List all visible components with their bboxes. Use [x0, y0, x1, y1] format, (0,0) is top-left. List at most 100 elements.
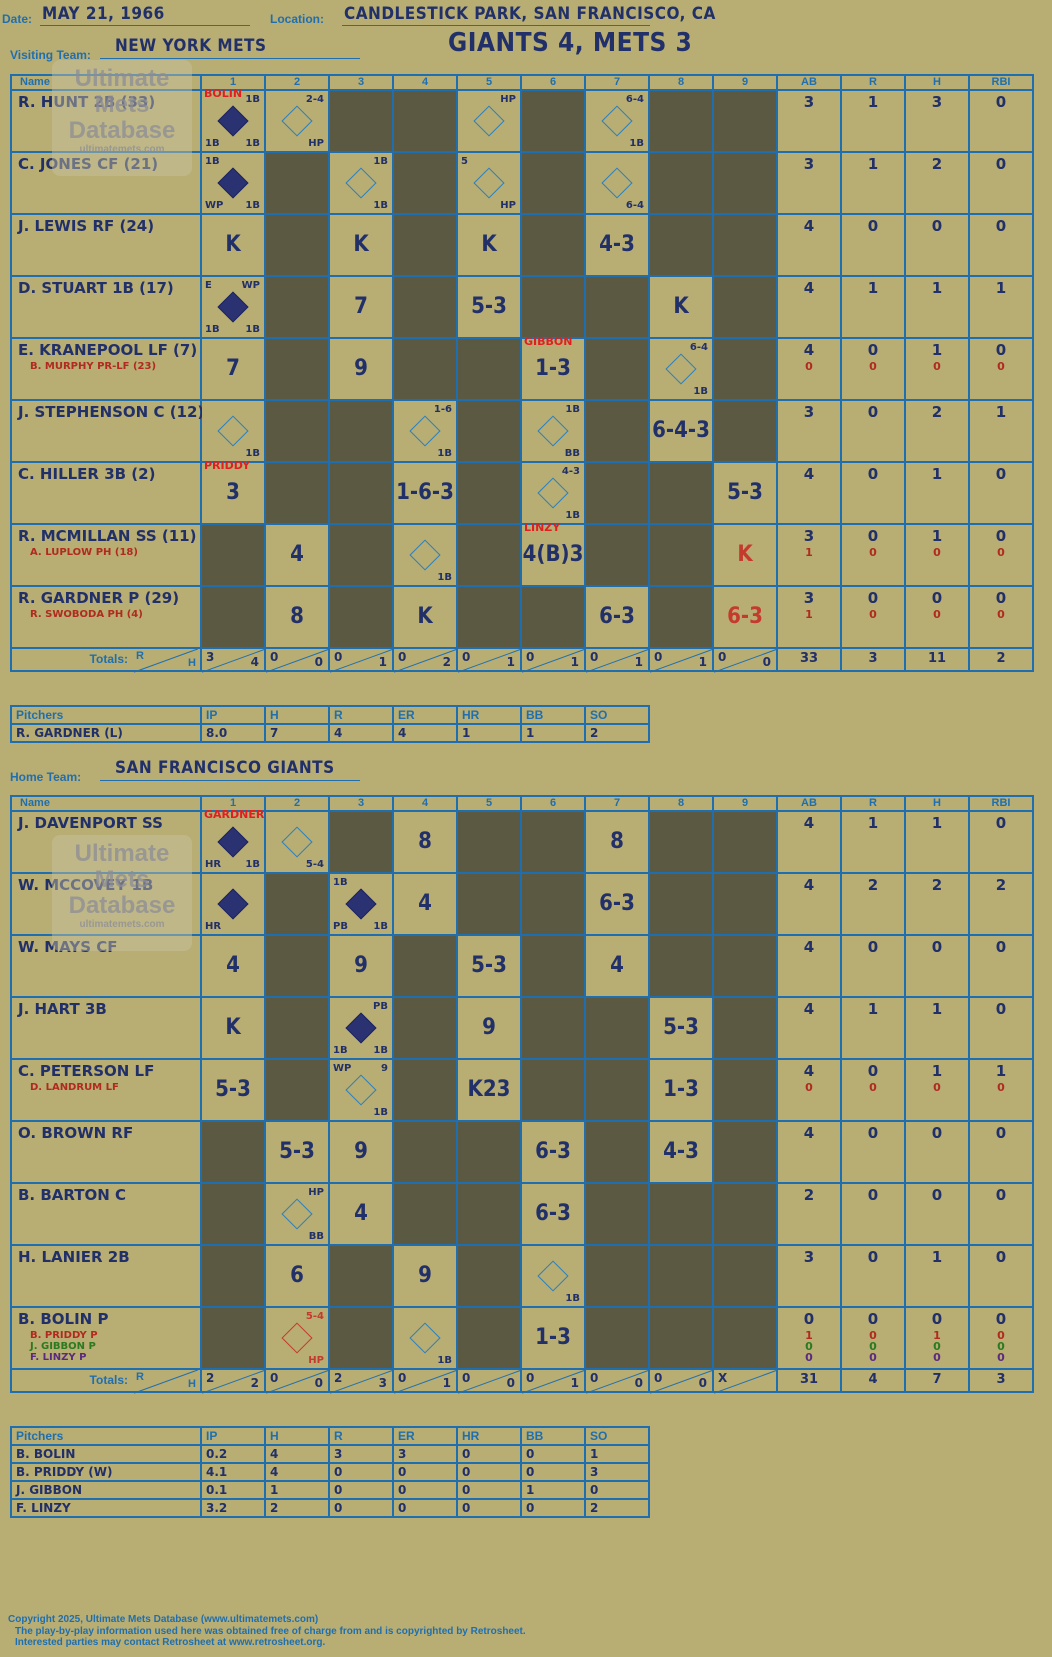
batter-row: B. BARTON C HP BB 4 6-3 2 0 0 0 [10, 1182, 1034, 1246]
game-date: MAY 21, 1966 [42, 4, 165, 24]
runs-key: R [136, 1371, 144, 1383]
base-annotation: 1B [565, 404, 580, 415]
stat-value: 4 [803, 1124, 815, 1142]
at-bat-cell-inning-4: 9 [392, 1244, 458, 1308]
play-result: 4-3 [599, 232, 635, 257]
stat-value: 0 [995, 1310, 1007, 1328]
pitcher-change-note: GARDNER [204, 808, 265, 821]
base-annotation: PB [333, 921, 348, 932]
inning-hits: 0 [634, 1376, 643, 1390]
at-bat-cell-inning-5: 9 [456, 996, 522, 1060]
play-result: 4 [610, 953, 624, 978]
stat-value: 2 [995, 876, 1007, 894]
play-result: 4 [226, 953, 240, 978]
at-bat-cell-inning-9: K [712, 523, 778, 587]
pitcher-stat: 3 [328, 1444, 394, 1464]
batter-name: E. KRANEPOOL LF (7) [18, 341, 198, 359]
at-bat-cell-inning-8 [648, 151, 714, 215]
stat-cell-rbi: 1 [968, 275, 1034, 339]
basepath-diamond [281, 826, 313, 858]
at-bat-cell-inning-2 [264, 996, 330, 1060]
batter-name: B. BARTON C [18, 1186, 127, 1204]
play-result: 5-3 [279, 1139, 315, 1164]
at-bat-cell-inning-6: 1-3 [520, 1306, 586, 1370]
stat-cell-r: 0 [840, 1182, 906, 1246]
play-result: 4(B)3 [522, 542, 584, 567]
at-bat-cell-inning-7 [584, 275, 650, 339]
base-annotation: 4-3 [561, 466, 580, 477]
at-bat-cell-inning-2: 5-3 [264, 1120, 330, 1184]
stat-value: 0 [867, 1186, 879, 1204]
inning-runs: 0 [398, 650, 407, 664]
at-bat-cell-inning-7 [584, 996, 650, 1060]
stat-value: 4 [803, 938, 815, 956]
stat-cell-h: 1 [904, 810, 970, 874]
pitcher-stat: 0 [520, 1444, 586, 1464]
stat-value: 0 [995, 1000, 1007, 1018]
at-bat-cell-inning-9 [712, 1306, 778, 1370]
pitcher-row: B. BOLIN 0.2 4 3 3 0 0 1 [10, 1444, 650, 1464]
play-result: 4-3 [663, 1139, 699, 1164]
substitute-name: A. LUPLOW PH (18) [30, 547, 138, 558]
at-bat-cell-inning-1: K [200, 996, 266, 1060]
totals-label-cell: Totals: R H [10, 1368, 202, 1394]
at-bat-cell-inning-4 [392, 934, 458, 998]
run-scored-diamond [217, 826, 249, 858]
stat-value: 0 [995, 341, 1007, 359]
at-bat-cell-inning-3: WP 9 1B [328, 1058, 394, 1122]
stat-value: 0 [995, 814, 1007, 832]
pitcher-col-header: ER [392, 705, 458, 725]
at-bat-cell-inning-9: 5-3 [712, 461, 778, 525]
stat-value: 0 [867, 589, 879, 607]
inning-header-4: 4 [392, 74, 458, 91]
stat-value: 0 [931, 1186, 943, 1204]
sub-stat-value: 0 [933, 1340, 941, 1353]
inning-runs: 0 [590, 1371, 599, 1385]
stat-value: 0 [867, 341, 879, 359]
watermark-logo-home: Ultimate Mets Database ultimatemets.com [52, 835, 192, 951]
team-total-ab: 31 [776, 1368, 842, 1393]
at-bat-cell-inning-8 [648, 872, 714, 936]
batter-name-cell: B. BARTON C [10, 1182, 202, 1246]
basepath-diamond [281, 1322, 313, 1354]
at-bat-cell-inning-6: 4(B)3 LINZY [520, 521, 586, 587]
stat-cell-r: 0 [840, 1120, 906, 1184]
basepath-diamond [281, 1198, 313, 1230]
play-result: 6-4-3 [652, 418, 710, 443]
at-bat-cell-inning-1: E WP 1B 1B [200, 275, 266, 339]
stat-cell-ab: 3 [776, 399, 842, 463]
at-bat-cell-inning-9 [712, 399, 778, 463]
stat-cell-ab: 4 [776, 461, 842, 525]
sub-stat-value: 0 [869, 608, 877, 621]
at-bat-cell-inning-5 [456, 399, 522, 463]
inning-hits: 0 [698, 1376, 707, 1390]
stat-value: 0 [867, 938, 879, 956]
at-bat-cell-inning-8: K [648, 275, 714, 339]
play-result: 5-3 [663, 1015, 699, 1040]
at-bat-cell-inning-6 [520, 1058, 586, 1122]
inning-header-8: 8 [648, 795, 714, 812]
pitcher-col-header: H [264, 1426, 330, 1446]
game-result-title: GIANTS 4, METS 3 [448, 28, 693, 58]
stat-value: 1 [931, 814, 943, 832]
pitcher-row: J. GIBBON 0.1 1 0 0 0 1 0 [10, 1480, 650, 1500]
base-annotation: 5-4 [305, 1311, 324, 1322]
inning-runs: X [718, 1371, 728, 1385]
run-scored-diamond [217, 105, 249, 137]
batter-name: J. LEWIS RF (24) [18, 217, 155, 235]
at-bat-cell-inning-4 [392, 1182, 458, 1246]
inning-header-7: 7 [584, 795, 650, 812]
sub-stat-value: 0 [997, 1340, 1005, 1353]
base-annotation: WP [241, 280, 260, 291]
pitcher-stat: 4 [392, 723, 458, 743]
at-bat-cell-inning-8 [648, 213, 714, 277]
at-bat-cell-inning-6 [520, 275, 586, 339]
at-bat-cell-inning-9 [712, 934, 778, 998]
pitcher-stat: 0 [392, 1480, 458, 1500]
stat-value: 0 [995, 93, 1007, 111]
base-annotation: WP [205, 200, 224, 211]
basepath-diamond [409, 1322, 441, 1354]
